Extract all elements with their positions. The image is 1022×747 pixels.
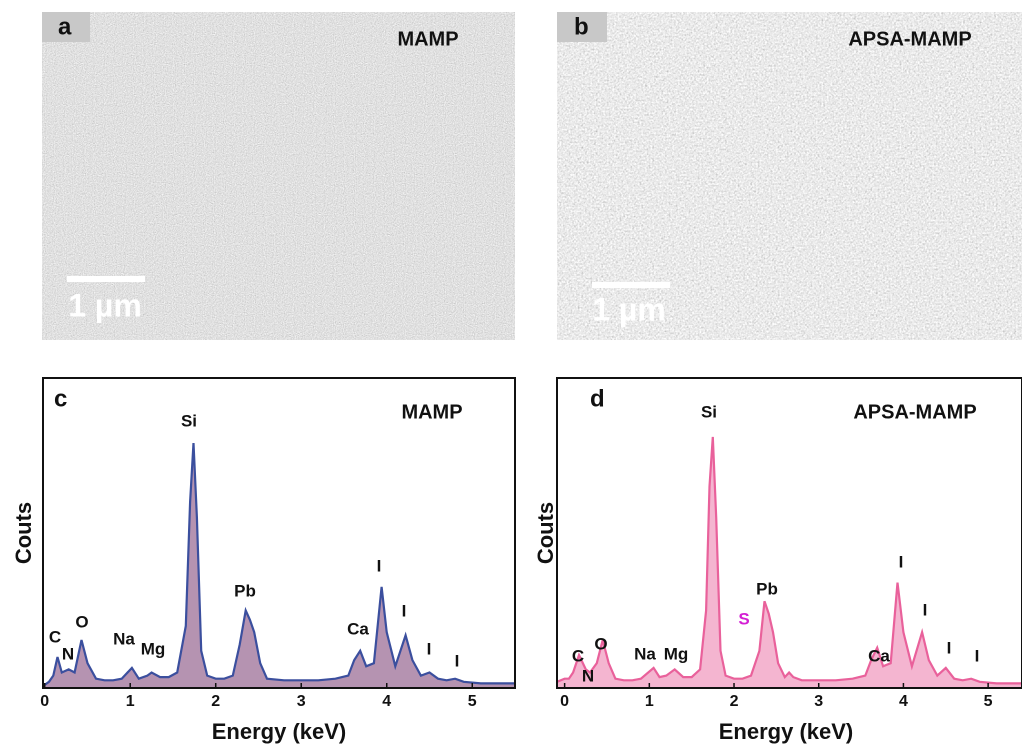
panel-title: MAMP (397, 28, 458, 50)
peak-label: Si (701, 402, 717, 421)
peak-label: I (923, 600, 928, 619)
peak-label: Na (634, 644, 656, 663)
peak-label: N (62, 644, 74, 663)
chart-title: MAMP (401, 401, 462, 423)
peak-label: I (947, 638, 952, 657)
peak-label: Si (181, 411, 197, 430)
peak-label: O (594, 634, 607, 653)
panel-label: d (590, 385, 605, 412)
peak-label: Pb (234, 581, 256, 600)
peak-label: Ca (868, 646, 890, 665)
x-tick-label: 1 (126, 693, 135, 710)
x-tick-label: 5 (984, 693, 993, 710)
plot-area (557, 436, 1022, 688)
scale-label: 1 µm (592, 291, 666, 327)
x-tick-label: 4 (899, 693, 908, 710)
scale-label: 1 µm (68, 287, 142, 323)
panel-label: c (54, 385, 67, 412)
spectrum-line (44, 443, 515, 686)
y-axis-label: Couts (533, 502, 558, 564)
x-tick-label: 3 (814, 693, 823, 710)
chart-title: APSA-MAMP (853, 401, 976, 423)
peak-label: I (899, 552, 904, 571)
label-box (42, 12, 90, 42)
panel-title: APSA-MAMP (848, 28, 971, 50)
x-tick-label: 2 (730, 693, 739, 710)
x-tick-label: 1 (645, 693, 654, 710)
peak-label: O (75, 612, 88, 631)
spectrum-area (557, 436, 1022, 688)
x-tick-label: 0 (560, 693, 569, 710)
y-axis-label: Couts (11, 502, 36, 564)
sem-image (42, 12, 515, 340)
peak-label: I (975, 646, 980, 665)
x-tick-label: 5 (468, 693, 477, 710)
plot-frame (556, 377, 1022, 689)
peak-label: I (455, 651, 460, 670)
peak-label: C (49, 627, 61, 646)
plot-frame (42, 377, 516, 689)
peak-label: C (572, 646, 584, 665)
x-tick-label: 4 (382, 693, 391, 710)
spectrum-line (557, 436, 1022, 685)
label-box (557, 12, 607, 42)
spectrum-area (44, 443, 515, 688)
peak-label: I (402, 601, 407, 620)
peak-label: Na (113, 629, 135, 648)
peak-label: Mg (141, 639, 166, 658)
x-tick-label: 0 (40, 693, 49, 710)
x-tick-label: 3 (297, 693, 306, 710)
panel-label: a (58, 13, 72, 40)
peak-label: S (738, 609, 749, 628)
peak-label: I (427, 639, 432, 658)
peak-label: I (377, 556, 382, 575)
peak-label: N (582, 666, 594, 685)
peak-label: Mg (664, 644, 689, 663)
plot-area (44, 443, 515, 688)
peak-label: Ca (347, 619, 369, 638)
panel-label: b (574, 13, 589, 40)
x-axis-label: Energy (keV) (719, 719, 854, 744)
peak-label: Pb (756, 579, 778, 598)
x-axis-label: Energy (keV) (212, 719, 347, 744)
x-tick-label: 2 (211, 693, 220, 710)
